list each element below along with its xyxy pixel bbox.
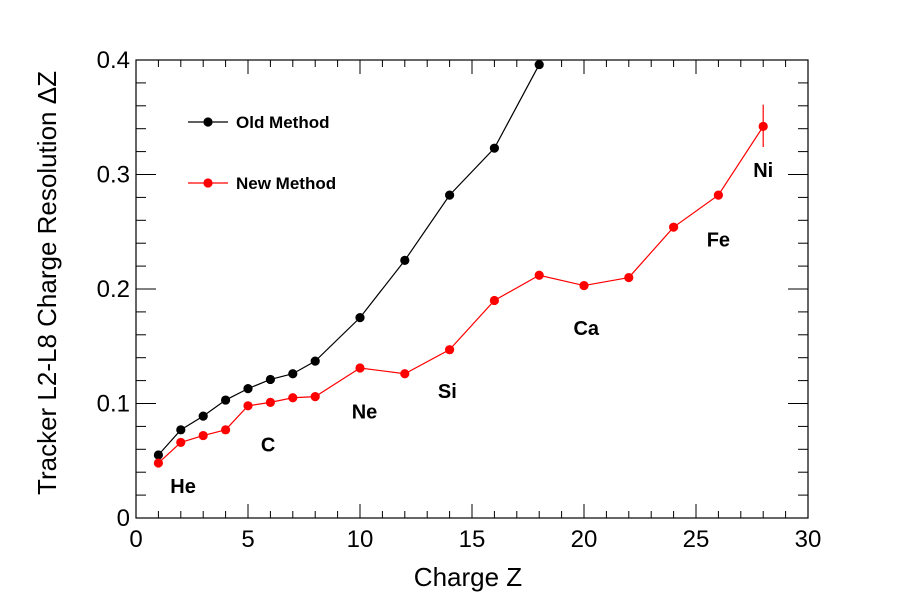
data-point-new-method xyxy=(355,363,365,373)
data-point-new-method xyxy=(243,401,253,411)
element-label-c: C xyxy=(261,435,275,457)
data-point-old-method xyxy=(489,143,499,153)
x-tick-label: 15 xyxy=(459,526,486,553)
y-tick-label: 0 xyxy=(117,505,130,532)
data-point-old-method xyxy=(198,411,208,421)
series-new-method xyxy=(153,104,768,468)
x-tick-label: 10 xyxy=(347,526,374,553)
data-point-old-method xyxy=(176,425,186,435)
data-point-new-method xyxy=(400,369,410,379)
data-point-old-method xyxy=(445,190,455,200)
data-point-new-method xyxy=(624,272,634,283)
data-point-new-method xyxy=(445,345,455,355)
data-point-new-method xyxy=(534,270,544,280)
data-point-new-method xyxy=(265,397,275,407)
data-point-old-method xyxy=(153,450,163,460)
data-point-old-method xyxy=(288,369,298,379)
axes-group: 0 5 10 15 20 25 30 0 0.1 0.2 0.3 0.4 xyxy=(97,47,822,553)
data-point-new-method xyxy=(221,425,231,435)
data-point-old-method xyxy=(221,395,231,405)
legend-label-old-method: Old Method xyxy=(236,113,329,132)
data-point-new-method xyxy=(198,430,208,441)
data-point-old-method xyxy=(534,59,544,70)
element-label-si: Si xyxy=(438,381,457,403)
x-tick-label: 20 xyxy=(571,526,598,553)
data-point-old-method xyxy=(265,374,275,385)
y-tick-label: 0.4 xyxy=(97,47,130,74)
element-label-ne: Ne xyxy=(352,401,378,423)
x-tick-label: 25 xyxy=(683,526,710,553)
data-point-old-method xyxy=(310,356,320,366)
data-point-new-method xyxy=(489,295,499,306)
legend-label-new-method: New Method xyxy=(236,174,336,193)
x-tick-label: 5 xyxy=(241,526,254,553)
y-tick-label: 0.2 xyxy=(97,276,130,303)
y-axis-title: Tracker L2-L8 Charge Resolution ΔZ xyxy=(32,71,62,495)
annotations-group: He C Ne Si Ca Fe Ni xyxy=(170,160,773,498)
data-point-new-method xyxy=(579,280,589,291)
data-point-new-method xyxy=(310,392,320,402)
y-tick-label: 0.1 xyxy=(97,391,130,418)
series-group xyxy=(153,59,768,468)
data-point-new-method xyxy=(669,222,679,232)
element-label-fe: Fe xyxy=(707,230,730,252)
series-line-old-method xyxy=(157,64,540,456)
data-point-new-method xyxy=(153,458,163,468)
legend-marker-new-method xyxy=(203,178,213,188)
element-label-ni: Ni xyxy=(753,160,773,182)
series-old-method xyxy=(153,59,544,460)
data-point-old-method xyxy=(355,313,365,323)
data-point-new-method xyxy=(176,437,186,448)
data-point-new-method xyxy=(288,393,298,403)
x-tick-label: 0 xyxy=(129,526,142,553)
legend-marker-old-method xyxy=(203,117,213,127)
element-label-ca: Ca xyxy=(573,318,599,340)
x-tick-label: 30 xyxy=(795,526,822,553)
data-point-old-method xyxy=(243,384,253,394)
legend: Old Method New Method xyxy=(188,113,336,193)
y-tick-label: 0.3 xyxy=(97,162,130,189)
x-axis-title: Charge Z xyxy=(414,562,522,592)
data-point-new-method xyxy=(713,190,724,200)
data-point-old-method xyxy=(400,255,410,265)
element-label-he: He xyxy=(170,476,196,498)
data-point-new-method xyxy=(758,121,768,132)
